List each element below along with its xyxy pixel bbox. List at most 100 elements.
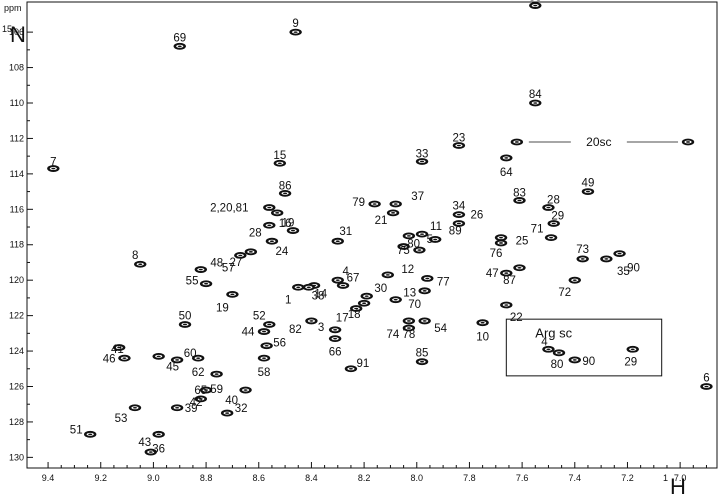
peak-label-25: 25 <box>516 236 529 248</box>
sc-label: 20sc <box>586 135 611 149</box>
peak-label-17: 17 <box>336 313 349 325</box>
sidechain-20sc: 20sc <box>528 135 679 149</box>
y-tick-label: 126 <box>9 381 24 391</box>
peak-label-52: 52 <box>253 310 266 322</box>
arg-box-frame <box>505 318 663 377</box>
peak-label-19: 19 <box>216 302 229 314</box>
peak-label-13: 13 <box>403 288 416 300</box>
peak-contour-core <box>517 266 522 269</box>
x-tick-label: 8.0 <box>411 473 424 483</box>
peak-contour-core <box>364 295 369 297</box>
peak-label-44: 44 <box>242 327 255 339</box>
arg-peak-label-4: 4 <box>541 336 548 348</box>
peak-label-89: 89 <box>449 225 462 237</box>
peak-55 <box>199 280 213 288</box>
peak-contour-core <box>499 236 504 239</box>
x-tick-label: 8.6 <box>252 473 265 483</box>
peak-label-4: 4 <box>343 266 350 278</box>
peak-19 <box>286 227 300 234</box>
peak-76 <box>494 239 508 247</box>
peak-label-51: 51 <box>70 424 83 436</box>
peak-label-24: 24 <box>276 246 289 258</box>
peak-84 <box>529 99 542 107</box>
peak-label-26: 26 <box>471 209 484 221</box>
peak-contour-core <box>704 385 709 388</box>
peak-36 <box>152 430 165 438</box>
arg-peak-90 <box>568 356 581 364</box>
peak-contour-core <box>420 233 425 235</box>
peak-contour-core <box>333 328 338 331</box>
peak-label-87: 87 <box>503 275 516 287</box>
peak-contour-core <box>175 406 180 409</box>
arg-peak-label-29: 29 <box>624 356 637 368</box>
peak-label-67: 67 <box>347 272 360 284</box>
peak-contour-core <box>604 258 609 260</box>
peak-80 <box>397 243 410 250</box>
peak-contour-core <box>572 279 577 281</box>
peak-contour-core <box>183 323 188 326</box>
peak-82 <box>305 317 318 325</box>
x-tick-label: 8.2 <box>358 473 371 483</box>
peak-26 <box>452 220 466 227</box>
peak-label-39: 39 <box>185 403 198 415</box>
arg-box-title: Arg sc <box>535 325 572 340</box>
peak-label-84: 84 <box>529 89 542 101</box>
peak-contour-core <box>406 320 411 322</box>
peak-contour-core <box>551 222 556 225</box>
peak-contour-core <box>456 222 461 225</box>
peak-contour-core <box>580 258 585 260</box>
x-axis-ticks: 9.4 9.2 9.0 8.8 8.6 8.4 8.2 8.0 7.8 7.6 7.4 7.2 7.0 <box>42 462 707 483</box>
peak-contour-core <box>309 320 314 322</box>
peak-label-75: 75 <box>397 245 410 257</box>
y-axis-ticks: 106 108 110 112 114 116 118 120 122 124 126 128 130 <box>9 27 33 462</box>
peak-contour-core <box>196 357 201 359</box>
peak-label-65: 65 <box>194 385 207 397</box>
peak-88 <box>529 2 542 9</box>
peak-contour-core <box>335 240 340 243</box>
peak-83 <box>513 197 526 204</box>
peak-53 <box>128 404 142 412</box>
peak-label-14: 14 <box>314 288 327 300</box>
peak-21 <box>386 209 400 217</box>
peak-contour-core <box>504 272 509 274</box>
peak-label-64: 64 <box>500 167 513 179</box>
peak-42 <box>199 386 213 394</box>
peak-label-88: 88 <box>529 0 542 4</box>
peak-28 <box>263 221 276 229</box>
peak-contour-core <box>517 199 522 202</box>
peak-43 <box>144 448 157 456</box>
peak-label-40: 40 <box>225 395 238 407</box>
peak-label-90: 90 <box>627 263 640 275</box>
peak-77 <box>421 275 434 282</box>
peak-contour-core <box>296 286 301 289</box>
peak-87 <box>513 264 526 272</box>
peak-78 <box>402 317 416 325</box>
peak-58 <box>257 354 271 362</box>
axis-y-title: 15 N ppm <box>2 3 26 47</box>
peak-label-23: 23 <box>453 133 466 145</box>
peak-label-43: 43 <box>138 437 151 449</box>
peak-16 <box>270 209 284 217</box>
peak-75 <box>413 246 426 254</box>
y-tick-label: 124 <box>9 346 24 356</box>
peak-72 <box>568 276 581 284</box>
y-tick-label: 116 <box>10 204 24 214</box>
peak-contour-core <box>420 160 425 163</box>
peak-59 <box>210 370 223 378</box>
peak-label-80: 80 <box>407 239 420 251</box>
peak-series <box>47 2 713 456</box>
peak-2,20,81 <box>263 204 276 211</box>
peak-contour-core <box>333 337 338 340</box>
peak-39 <box>170 404 184 412</box>
peak-9 <box>289 28 302 36</box>
peak-15 <box>273 159 287 167</box>
peak-contour-core <box>148 451 153 453</box>
peak-6 <box>700 383 713 390</box>
peak-56 <box>260 342 273 350</box>
peak-label-54: 54 <box>434 323 447 335</box>
peak-label-2,20,81: 2,20,81 <box>210 203 248 215</box>
y-axis-mass-number: 15 <box>2 24 12 34</box>
peak-contour-core <box>391 212 396 214</box>
peak-41 <box>118 354 131 362</box>
peak-10 <box>476 319 489 327</box>
